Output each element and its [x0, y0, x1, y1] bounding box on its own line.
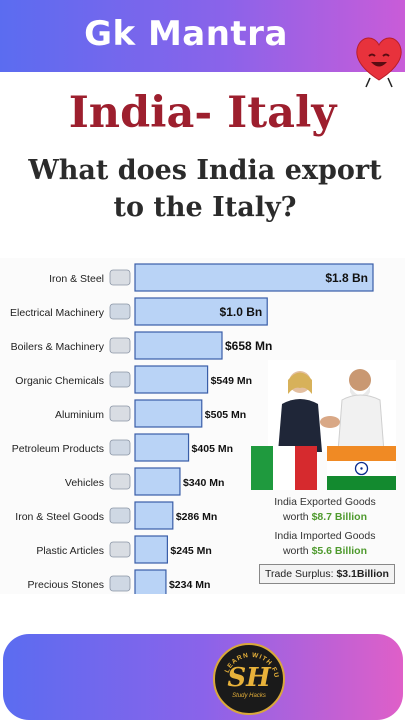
category-label: Iron & Steel: [49, 273, 104, 285]
exported-value-line: worth $8.7 Billion: [252, 511, 398, 523]
category-label: Iron & Steel Goods: [15, 511, 104, 523]
chemical-flasks-icon: [109, 371, 131, 388]
logo-caption: Study Hacks: [232, 693, 266, 699]
exported-prefix: worth: [282, 511, 309, 523]
top-banner: Gk Mantra: [0, 0, 405, 72]
steel-beams-icon: [109, 269, 131, 286]
gears-icon: [109, 507, 131, 524]
diamond-icon: [109, 575, 131, 592]
main-title: India- Italy: [68, 88, 337, 138]
logo-initials: SH: [227, 663, 271, 693]
category-label: Vehicles: [65, 477, 104, 489]
bar: [134, 535, 168, 564]
study-hacks-logo: LEARN WITH FUN SH Study Hacks: [213, 643, 285, 715]
subtitle-line-2: to the Italy?: [113, 192, 297, 223]
imported-label: India Imported Goods: [274, 530, 376, 542]
bar: [134, 399, 203, 428]
imported-prefix: worth: [282, 545, 309, 557]
category-label: Precious Stones: [28, 579, 104, 591]
bar: [134, 331, 223, 360]
category-label: Plastic Articles: [36, 545, 104, 557]
value-label: $340 Mn: [183, 477, 224, 489]
boiler-icon: [109, 337, 131, 354]
value-label: $405 Mn: [192, 443, 233, 455]
bar: [134, 365, 209, 394]
bar: [134, 501, 174, 530]
bar: [134, 467, 181, 496]
subtitle-line-1: What does India export: [28, 155, 382, 186]
trade-surplus-label: Trade Surplus:: [265, 568, 334, 580]
tractor-icon: [109, 473, 131, 490]
category-label: Aluminium: [55, 409, 104, 421]
value-label: $234 Mn: [169, 579, 210, 591]
no-plastic-icon: [109, 541, 131, 558]
value-label: $1.0 Bn: [220, 305, 263, 319]
fuel-can-icon: [109, 439, 131, 456]
category-label: Organic Chemicals: [15, 375, 104, 387]
robot-arm-icon: [109, 303, 131, 320]
subtitle: What does India export to the Italy?: [20, 152, 390, 226]
logo-arc-text: LEARN WITH FUN: [215, 645, 279, 679]
exported-value: $8.7 Billion: [311, 511, 368, 523]
bar: [134, 569, 167, 594]
value-label: $245 Mn: [170, 545, 211, 557]
heart-emoji-icon: [356, 37, 402, 88]
category-label: Boilers & Machinery: [11, 341, 105, 353]
banner-title: Gk Mantra: [84, 14, 288, 54]
bar: [134, 433, 190, 462]
category-label: Petroleum Products: [12, 443, 104, 455]
aluminium-bars-icon: [109, 405, 131, 422]
bottom-banner: [3, 634, 403, 720]
trade-surplus-value: $3.1Billion: [336, 568, 389, 580]
value-label: $658 Mn: [225, 339, 272, 353]
leaders-handshake-photo: [268, 360, 396, 452]
imported-value-line: worth $5.6 Billion: [252, 545, 398, 557]
trade-surplus-box: Trade Surplus: $3.1Billion: [259, 564, 395, 584]
bar: [134, 263, 374, 292]
exported-label: India Exported Goods: [274, 496, 376, 508]
flags-icon: [251, 446, 396, 490]
value-label: $286 Mn: [176, 511, 217, 523]
imported-value: $5.6 Billion: [311, 545, 368, 557]
value-label: $549 Mn: [211, 375, 252, 387]
value-label: $505 Mn: [205, 409, 246, 421]
bar: [134, 297, 268, 326]
category-label: Electrical Machinery: [10, 307, 105, 319]
value-label: $1.8 Bn: [325, 271, 368, 285]
